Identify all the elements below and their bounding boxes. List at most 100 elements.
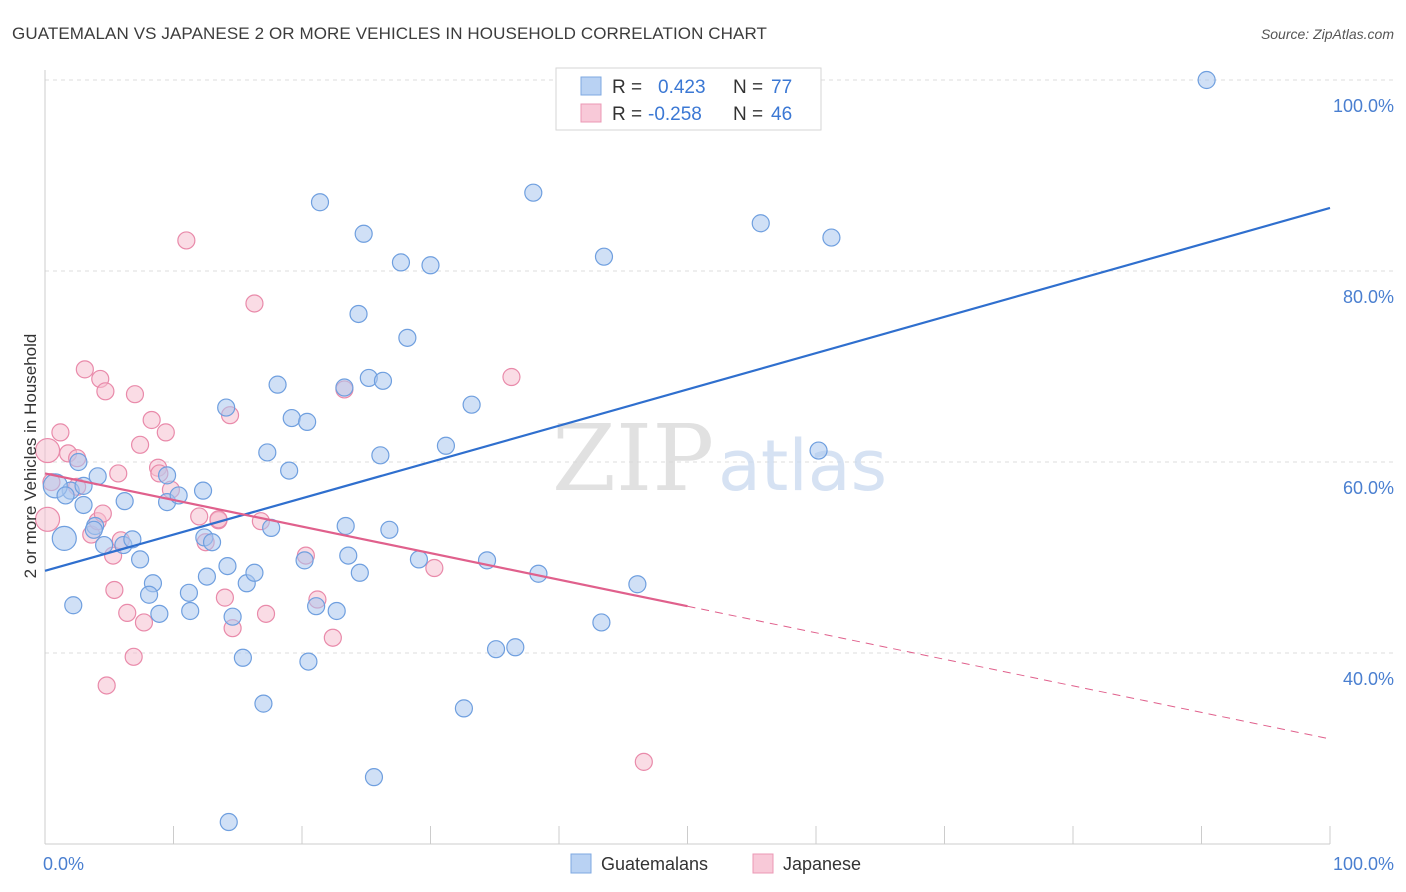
y-tick-label: 60.0% [1343,478,1394,498]
guatemalan-point [56,486,75,505]
japanese-point [125,385,145,404]
y-tick-label: 80.0% [1343,287,1394,307]
guatemalan-point [64,596,83,615]
japanese-point [124,647,143,666]
legend-n-value-1: 77 [771,77,792,98]
guatemalan-point [349,304,368,324]
guatemalan-point [391,253,411,272]
guatemalan-point [95,535,114,555]
japanese-point [256,604,276,623]
japanese-point [190,507,209,526]
guatemalan-point [310,193,330,212]
bottom-legend-label-japanese: Japanese [783,854,861,874]
guatemalan-point [130,550,150,569]
japanese-point [177,231,196,250]
guatemalan-point [335,378,354,397]
x-tick-label-max: 100.0% [1333,854,1394,874]
guatemalan-point [462,395,481,414]
guatemalan-point [1197,70,1216,90]
guatemalan-point [295,551,314,570]
guatemalan-point [436,436,456,455]
guatemalan-point [350,563,369,582]
chart-source: Source: ZipAtlas.com [1261,26,1394,42]
y-tick-label: 40.0% [1343,669,1394,689]
japanese-point [634,752,653,771]
guatemalan-point [139,585,159,604]
guatemalan-point [193,481,213,500]
bottom-legend-swatch-guatemalans [570,853,592,874]
guatemalan-point [282,408,301,428]
guatemalan-point [354,224,373,243]
guatemalan-point [223,607,242,626]
guatemalan-point [157,466,177,485]
guatemalan-point [150,604,169,623]
guatemalan-point [233,648,252,667]
guatemalan-trend-line [44,206,1331,572]
guatemalan-point [298,412,317,431]
watermark-zip: ZIP [552,405,714,512]
guatemalan-point [364,768,384,787]
guatemalan-point [486,640,506,659]
guatemalan-point [219,812,238,832]
data-points [34,70,1216,832]
guatemalan-point [380,520,399,539]
guatemalan-point [74,495,93,515]
guatemalan-point [421,256,440,275]
guatemalan-point [751,214,770,233]
guatemalan-point [307,597,326,616]
japanese-point [51,423,70,442]
japanese-trend-line [44,472,688,608]
watermark: ZIP atlas [552,405,887,512]
guatemalan-point [822,228,841,247]
guatemalan-point [339,546,358,565]
trend-lines [44,206,1331,740]
guatemalan-point [258,443,277,462]
y-tick-labels: 40.0% 60.0% 80.0% 100.0% [1333,96,1394,689]
legend-r-value-2: -0.258 [648,104,702,125]
japanese-point [245,294,264,313]
watermark-atlas: atlas [718,425,887,507]
x-tick-label-min: 0.0% [43,854,84,874]
guatemalan-point [336,516,355,536]
japanese-point [425,558,444,578]
japanese-trend-line-extension [687,605,1331,740]
guatemalan-point [202,533,222,552]
guatemalan-point [245,563,264,582]
guatemalan-point [280,461,299,480]
guatemalan-point [217,398,236,417]
japanese-point [109,464,128,483]
guatemalan-point [594,247,614,266]
guatemalan-point [628,575,647,594]
japanese-point [502,367,521,387]
y-axis-label: 2 or more Vehicles in Household [21,334,40,579]
guatemalan-point [373,371,393,390]
guatemalan-point [123,530,142,549]
guatemalan-point [454,699,474,718]
guatemalan-point [84,520,103,539]
japanese-point [215,588,234,607]
legend-r-label-1: R = [612,77,642,98]
guatemalan-point [506,638,525,657]
guatemalan-point [299,652,318,671]
legend-n-label-1: N = [733,77,763,98]
legend-swatch-japanese [580,103,602,123]
japanese-point [323,628,342,647]
guatemalan-point [409,550,429,569]
guatemalan-point [218,556,237,576]
guatemalan-point [268,375,287,394]
guatemalan-point [51,525,77,552]
japanese-point [156,423,175,442]
legend-swatch-guatemalans [580,76,602,96]
japanese-point [142,410,161,430]
legend-n-value-2: 46 [771,104,792,125]
legend-r-value-1: 0.423 [658,77,706,98]
guatemalan-point [592,613,611,632]
guatemalan-point [115,492,134,511]
guatemalan-point [181,601,200,621]
bottom-legend-swatch-japanese [752,853,774,874]
correlation-legend: R = 0.423 N = 77 R = -0.258 N = 46 [555,67,822,131]
japanese-point [96,382,115,401]
guatemalan-point [809,441,828,460]
guatemalan-point [69,452,88,472]
